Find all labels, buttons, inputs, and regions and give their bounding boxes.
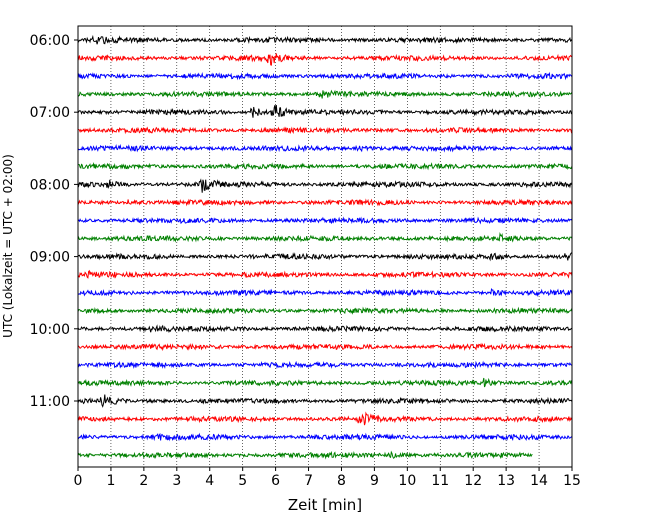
trace-row-22 — [77, 432, 573, 442]
trace-row-20 — [77, 394, 573, 408]
trace-row-16 — [77, 324, 573, 334]
trace-row-3 — [77, 89, 573, 99]
x-tick-label-9: 9 — [370, 473, 379, 489]
y-tick-label-3: 09:00 — [30, 250, 70, 266]
x-tick-label-5: 5 — [238, 473, 247, 489]
trace-row-11 — [77, 231, 573, 243]
y-tick-label-0: 06:00 — [30, 33, 70, 49]
trace-row-8 — [77, 178, 573, 193]
x-tick-label-7: 7 — [304, 473, 313, 489]
y-axis-label: UTC (Lokalzeit = UTC + 02:00) — [1, 154, 15, 338]
trace-row-7 — [77, 161, 573, 171]
x-tick-label-0: 0 — [74, 473, 83, 489]
trace-row-2 — [77, 71, 573, 81]
trace-row-4 — [77, 105, 573, 118]
x-tick-label-13: 13 — [497, 473, 515, 489]
x-tick-label-11: 11 — [431, 473, 449, 489]
x-tick-label-15: 15 — [563, 473, 581, 489]
trace-row-18 — [77, 360, 573, 370]
x-tick-label-4: 4 — [205, 473, 214, 489]
x-tick-label-14: 14 — [530, 473, 548, 489]
x-tick-label-12: 12 — [464, 473, 482, 489]
trace-row-21 — [77, 411, 573, 426]
trace-row-9 — [77, 198, 573, 207]
x-axis-label: Zeit [min] — [288, 496, 362, 514]
trace-row-6 — [77, 143, 573, 153]
x-tick-label-1: 1 — [106, 473, 115, 489]
trace-row-23 — [77, 450, 533, 460]
trace-row-1 — [77, 53, 573, 66]
trace-row-15 — [77, 306, 573, 315]
y-tick-label-1: 07:00 — [30, 105, 70, 121]
trace-row-5 — [77, 126, 573, 135]
x-tick-label-3: 3 — [172, 473, 181, 489]
trace-row-19 — [77, 377, 573, 388]
y-tick-layer: 06:00 07:00 08:00 09:00 10:00 11:00 — [30, 33, 78, 410]
trace-row-12 — [77, 252, 573, 262]
y-tick-label-5: 11:00 — [30, 394, 70, 410]
y-tick-label-4: 10:00 — [30, 322, 70, 338]
trace-row-0 — [77, 34, 573, 45]
trace-row-17 — [77, 342, 573, 352]
x-tick-label-2: 2 — [139, 473, 148, 489]
x-tick-label-10: 10 — [398, 473, 416, 489]
x-tick-label-6: 6 — [271, 473, 280, 489]
trace-row-10 — [77, 216, 573, 225]
x-tick-label-8: 8 — [337, 473, 346, 489]
trace-row-14 — [77, 288, 573, 297]
trace-row-13 — [77, 269, 573, 279]
plot-frame — [77, 25, 573, 468]
x-tick-layer: 0 1 2 3 4 5 6 7 8 9 10 11 12 13 14 15 — [74, 467, 581, 489]
y-tick-label-2: 08:00 — [30, 177, 70, 193]
trace-layer — [77, 34, 573, 460]
